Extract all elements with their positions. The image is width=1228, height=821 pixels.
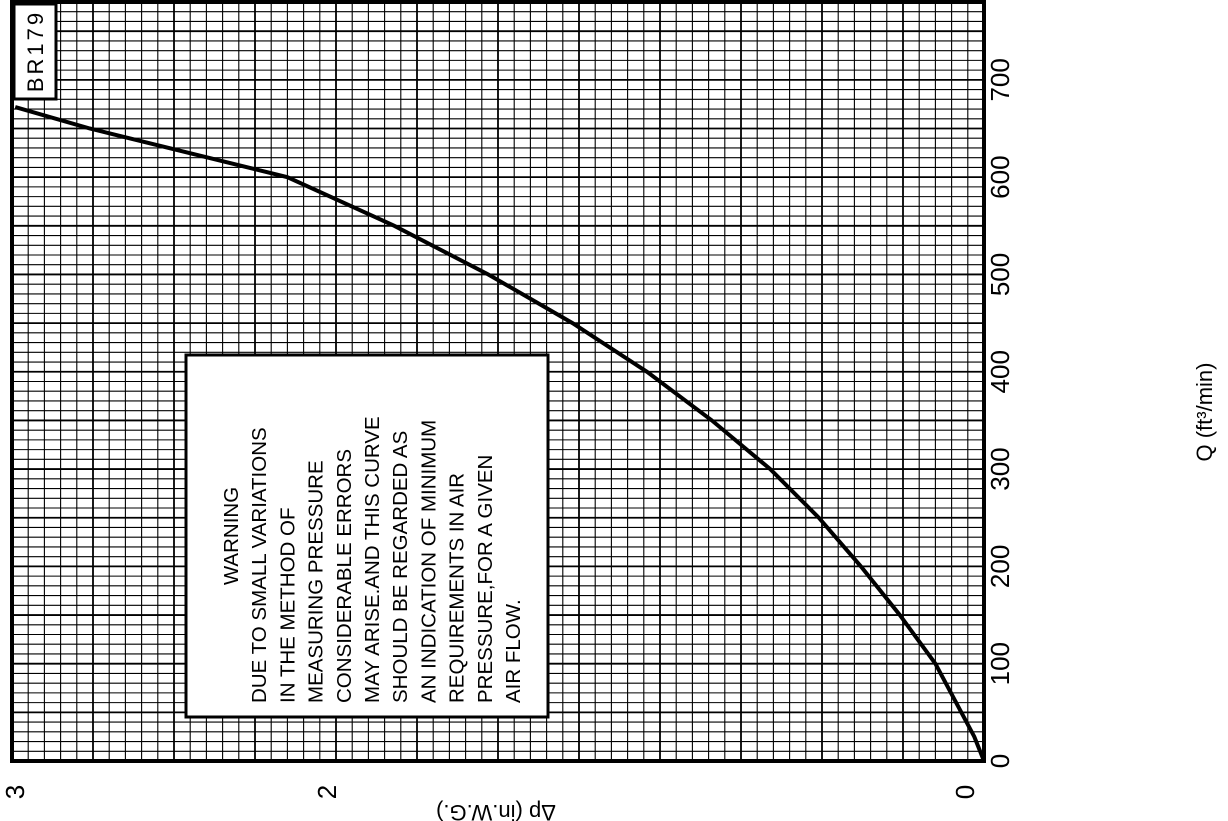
x-tick-label: 400 <box>985 350 1015 393</box>
x-tick-label: 100 <box>985 642 1015 685</box>
warning-line: AN INDICATION OF MINIMUM <box>417 420 440 703</box>
warning-line: MAY ARISE.AND THIS CURVE <box>361 416 384 703</box>
chart-code-label: BR179 <box>23 10 48 92</box>
y-axis-title: Δp (in.W.G.) <box>436 800 556 821</box>
plot-frame <box>10 0 986 763</box>
y-tick-labels: 0 2 3 <box>0 785 980 799</box>
warning-line: AIR FLOW. <box>502 599 525 703</box>
warning-line: SHOULD BE REGARDED AS <box>389 431 412 703</box>
x-tick-label: 300 <box>985 447 1015 490</box>
warning-line: MEASURING PRESSURE <box>305 460 328 703</box>
x-tick-label: 500 <box>985 253 1015 296</box>
series-line-pressure-curve <box>14 105 986 762</box>
y-tick-label: 3 <box>0 785 30 799</box>
x-tick-label: 600 <box>985 155 1015 198</box>
x-tick-labels: 0 100 200 300 400 500 600 700 <box>985 58 1015 768</box>
warning-box: WARNING DUE TO SMALL VARIATIONS IN THE MET… <box>184 353 550 719</box>
warning-frame <box>184 353 550 719</box>
x-tick-label: 700 <box>985 58 1015 101</box>
x-axis-title: Q (ft³/min) <box>1192 363 1217 462</box>
x-tick-label: 200 <box>985 545 1015 588</box>
warning-line: CONSIDERABLE ERRORS <box>333 449 356 703</box>
warning-line: REQUIREMENTS IN AIR <box>446 473 469 703</box>
warning-line: IN THE METHOD OF <box>276 507 299 703</box>
y-tick-label: 0 <box>950 785 980 799</box>
warning-heading: WARNING <box>220 487 243 585</box>
y-tick-label: 2 <box>312 785 342 799</box>
chart-code-frame <box>12 2 58 101</box>
x-tick-label: 0 <box>985 754 1015 768</box>
warning-line: PRESSURE,FOR A GIVEN <box>474 455 497 703</box>
chart-code-box: BR179 <box>12 2 58 101</box>
warning-line: DUE TO SMALL VARIATIONS <box>248 427 271 703</box>
